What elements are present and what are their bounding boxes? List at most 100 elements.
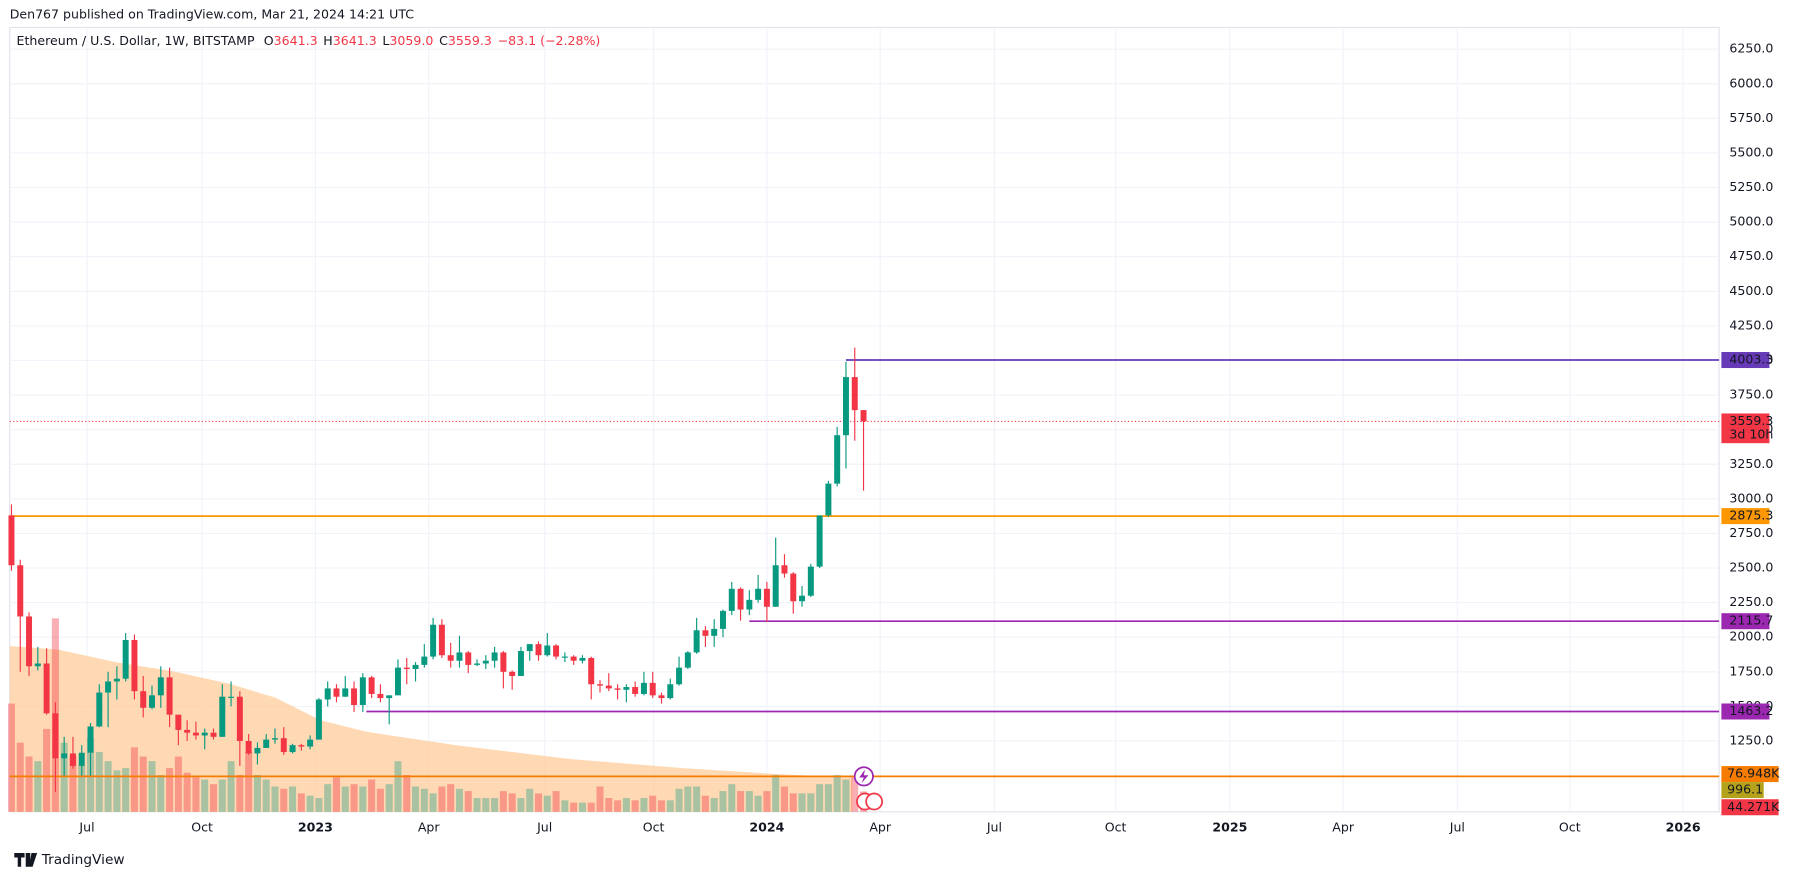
volume-last-label-bg	[1721, 799, 1779, 816]
volume-bar	[657, 800, 666, 812]
volume-bar	[412, 786, 420, 812]
ohlc-value: 3641.3	[274, 33, 318, 48]
candle-body	[702, 630, 709, 636]
volume-bar	[464, 791, 472, 812]
level-label-bg	[1721, 352, 1770, 369]
candle-body	[272, 738, 278, 740]
y-tick-label: 6000.0	[1729, 75, 1773, 90]
y-tick-label: 3750.0	[1729, 387, 1773, 402]
level-label: 1463.2	[1729, 703, 1773, 718]
volume-bar	[693, 786, 701, 812]
candle-body	[597, 684, 603, 686]
candle-body	[447, 655, 454, 661]
candle-body	[166, 677, 173, 715]
volume-bar	[429, 793, 437, 812]
y-tick-label: 5500.0	[1729, 144, 1773, 159]
candle-body	[78, 752, 85, 766]
candle-body	[113, 678, 120, 682]
header: Den767 published on TradingView.com, Mar…	[10, 6, 415, 21]
candle-body	[517, 651, 524, 676]
candle-body	[737, 588, 744, 610]
volume-bar	[438, 786, 446, 812]
candle-body	[289, 745, 296, 753]
level-label-bg	[1721, 703, 1770, 720]
candle-body	[201, 732, 208, 736]
ohlc-value: 3559.3	[448, 33, 492, 48]
candle-body	[570, 656, 577, 661]
volume-bar	[851, 775, 859, 812]
candle-body	[684, 652, 691, 668]
level-label: 2115.7	[1729, 613, 1773, 628]
volume-bar	[552, 791, 560, 812]
volume-bar	[183, 772, 191, 812]
candle-body	[438, 624, 445, 656]
candle-body	[69, 753, 76, 766]
volume-bar	[315, 798, 323, 812]
candle-body	[307, 739, 314, 747]
volume-last-label: 44.271K	[1727, 799, 1780, 814]
volume-bar	[368, 779, 376, 812]
candle-body	[34, 663, 41, 667]
candle-body	[61, 753, 68, 759]
volume-bar	[737, 791, 745, 812]
x-tick-label: Oct	[1559, 819, 1581, 834]
level-label: 2875.3	[1729, 508, 1773, 523]
volume-bar	[473, 798, 481, 812]
candle-body	[693, 630, 700, 653]
volume-bar	[245, 751, 253, 812]
volume-bar	[710, 798, 718, 812]
last-price-label: 3559.3	[1729, 413, 1773, 428]
volume-bar	[833, 774, 841, 812]
event-icon-bolt	[859, 769, 869, 784]
footer: TradingView	[41, 852, 125, 868]
volume-bar	[789, 793, 797, 812]
y-tick-label: 5250.0	[1729, 179, 1773, 194]
ohlc-change: −83.1 (−2.28%)	[498, 33, 601, 48]
volume-bar	[482, 798, 490, 812]
volume-bar	[447, 784, 455, 812]
volume-bar	[218, 779, 226, 812]
candle-body	[157, 677, 164, 696]
x-tick-label: Oct	[643, 819, 665, 834]
y-tick-label: 3000.0	[1729, 490, 1773, 505]
volume-bar	[780, 786, 788, 812]
candle-body	[667, 684, 674, 699]
volume-bar	[394, 761, 402, 812]
candle-body	[720, 610, 726, 629]
volume-bar	[262, 779, 270, 812]
candle-body	[394, 667, 401, 696]
volume-bar	[816, 784, 824, 812]
candle-body	[403, 667, 410, 670]
volume-bar	[306, 795, 314, 812]
candle-body	[825, 483, 832, 516]
x-tick-label: Jul	[78, 819, 94, 834]
plot-frame	[9, 26, 1720, 813]
y-tick-label: 4750.0	[1729, 248, 1773, 263]
candle-body	[52, 713, 59, 759]
volume-bar	[701, 795, 709, 812]
candle-body	[632, 687, 639, 694]
candle-body	[342, 688, 349, 697]
volume-bar	[253, 774, 261, 812]
volume-bar	[385, 784, 393, 812]
candle-body	[386, 695, 393, 699]
volume-bar	[95, 751, 103, 812]
volume-bar	[640, 798, 648, 812]
candle-body	[175, 714, 182, 730]
x-tick-label: Oct	[191, 819, 213, 834]
candle-body	[421, 656, 428, 665]
volume-profile-area	[9, 646, 853, 812]
candle-body	[553, 645, 560, 657]
candle-body	[816, 515, 823, 567]
volume-ma-label: 76.948K	[1727, 766, 1780, 781]
candle-body	[676, 667, 683, 685]
flag-icon[interactable]	[865, 792, 883, 811]
x-tick-label: Jul	[1449, 819, 1465, 834]
volume-bar	[605, 798, 613, 812]
x-tick-label: 2024	[749, 819, 784, 834]
candle-body	[482, 660, 489, 664]
volume-bar	[499, 791, 507, 812]
volume-bar	[508, 793, 516, 812]
y-tick-label: 1250.0	[1729, 732, 1773, 747]
x-tick-label: Apr	[418, 819, 441, 834]
